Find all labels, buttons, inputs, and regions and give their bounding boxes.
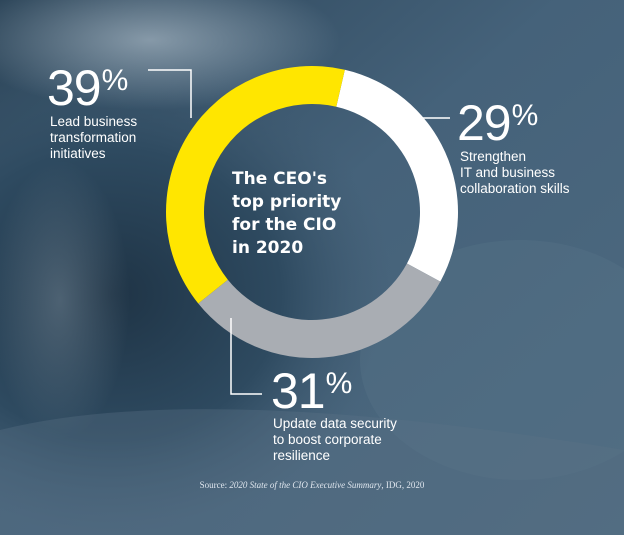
percent-symbol: % bbox=[326, 367, 352, 400]
category-label-gray: Update data security to boost corporate … bbox=[273, 416, 397, 464]
source-title: 2020 State of the CIO Executive Summary bbox=[229, 480, 381, 490]
category-label-yellow: Lead business transformation initiatives bbox=[50, 114, 137, 162]
value-number: 39 bbox=[47, 60, 101, 116]
percent-symbol: % bbox=[102, 64, 128, 97]
value-number: 31 bbox=[271, 363, 325, 419]
value-number: 29 bbox=[457, 95, 511, 151]
slice-gray bbox=[198, 263, 440, 358]
source-suffix: , IDG, 2020 bbox=[381, 480, 424, 490]
value-label-gray: 31% bbox=[271, 366, 351, 416]
category-label-white: Strengthen IT and business collaboration… bbox=[460, 149, 570, 197]
value-label-yellow: 39% bbox=[47, 63, 127, 113]
source-note: Source: 2020 State of the CIO Executive … bbox=[0, 480, 624, 490]
value-label-white: 29% bbox=[457, 98, 537, 148]
percent-symbol: % bbox=[512, 99, 538, 132]
chart-title: The CEO's top priority for the CIO in 20… bbox=[232, 168, 382, 260]
leader-line-yellow bbox=[148, 70, 191, 118]
source-prefix: Source: bbox=[200, 480, 230, 490]
